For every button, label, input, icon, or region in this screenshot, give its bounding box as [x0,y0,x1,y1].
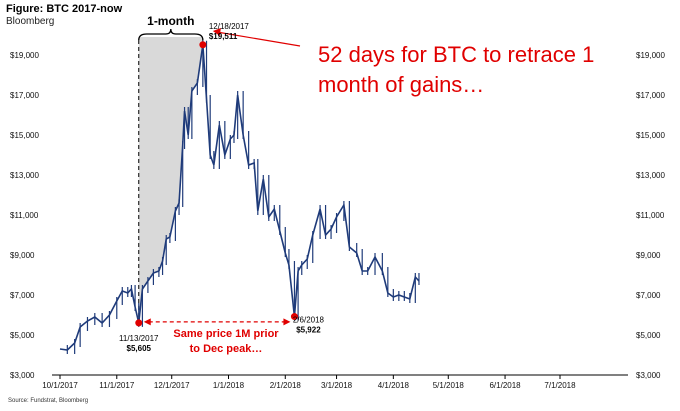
y-tick-label-right: $7,000 [636,291,661,300]
annotation-point [290,313,298,321]
y-tick-label-right: $3,000 [636,371,661,380]
y-tick-label-right: $11,000 [636,211,665,220]
annotation-date: 12/18/2017 [209,22,250,31]
x-tick-label: 7/1/2018 [544,381,576,390]
callout-arrow-line [216,31,301,47]
x-tick-label: 2/1/2018 [270,381,302,390]
source-note: Source: Fundstrat, Bloomberg [8,398,89,404]
y-tick-label-left: $13,000 [10,171,39,180]
same-price-arrow-left [143,318,151,326]
x-tick-label: 5/1/2018 [433,381,465,390]
y-tick-label-right: $13,000 [636,171,665,180]
y-tick-label-left: $17,000 [10,91,39,100]
chart-subtitle: Bloomberg [6,16,55,27]
annotation-date: 2/6/2018 [293,316,325,325]
x-tick-label: 10/1/2017 [42,381,78,390]
y-tick-label-right: $19,000 [636,51,665,60]
x-tick-label: 12/1/2017 [154,381,190,390]
callout-text: 52 days for BTC to retrace 1 month of ga… [318,40,618,100]
btc-price-line [59,44,420,351]
bracket-label: 1-month [147,14,194,28]
one-month-shaded-area [138,37,203,323]
x-tick-label: 6/1/2018 [489,381,521,390]
annotation-value: $19,511 [209,32,238,41]
x-tick-label: 11/1/2017 [99,381,135,390]
annotation-value: $5,605 [127,344,152,353]
x-tick-label: 3/1/2018 [321,381,353,390]
y-tick-label-left: $9,000 [10,251,35,260]
y-tick-label-left: $3,000 [10,371,35,380]
y-tick-label-right: $15,000 [636,131,665,140]
one-month-bracket [138,28,204,41]
y-tick-label-left: $7,000 [10,291,35,300]
y-tick-label-right: $17,000 [636,91,665,100]
same-price-arrow-right [283,318,291,326]
y-tick-label-left: $5,000 [10,331,35,340]
annotation-point [135,319,143,327]
y-tick-label-left: $15,000 [10,131,39,140]
same-price-note-line-2: to Dec peak… [190,343,263,355]
annotation-point [199,41,207,49]
x-tick-label: 4/1/2018 [378,381,410,390]
y-tick-label-right: $5,000 [636,331,661,340]
y-tick-label-right: $9,000 [636,251,661,260]
callout-arrow-head [212,28,221,36]
same-price-note-line-1: Same price 1M prior [173,328,279,340]
y-tick-label-left: $11,000 [10,211,39,220]
callout-line-2: month of gains… [318,72,485,97]
annotation-date: 11/13/2017 [119,334,159,343]
x-tick-label: 1/1/2018 [213,381,245,390]
chart-title: Figure: BTC 2017-now [6,3,123,15]
y-tick-label-left: $19,000 [10,51,39,60]
annotation-value: $5,922 [296,326,321,335]
callout-line-1: 52 days for BTC to retrace 1 [318,42,595,67]
